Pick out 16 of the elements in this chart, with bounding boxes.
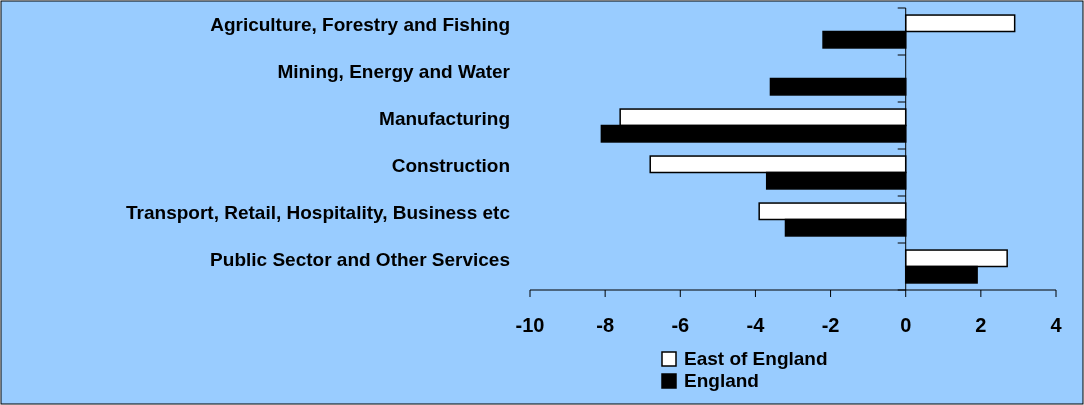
legend-label: East of England <box>684 348 828 369</box>
y-tick-label: Transport, Retail, Hospitality, Business etc <box>126 201 511 223</box>
legend-label: England <box>684 370 759 391</box>
x-tick-label: -2 <box>821 314 840 336</box>
y-tick-label: Manufacturing <box>379 107 510 129</box>
x-tick-label: 4 <box>1050 314 1063 336</box>
y-tick-label: Mining, Energy and Water <box>277 60 511 82</box>
x-tick-label: 2 <box>975 314 987 336</box>
y-tick-label: Construction <box>391 154 510 176</box>
x-tick-label: 0 <box>900 314 912 336</box>
x-tick-label: -6 <box>671 314 690 336</box>
y-tick-label: Agriculture, Forestry and Fishing <box>210 13 510 35</box>
x-tick-label: -8 <box>596 314 615 336</box>
x-tick-label: -10 <box>515 314 545 336</box>
x-tick-label: -4 <box>746 314 766 336</box>
y-tick-label: Public Sector and Other Services <box>210 248 510 270</box>
